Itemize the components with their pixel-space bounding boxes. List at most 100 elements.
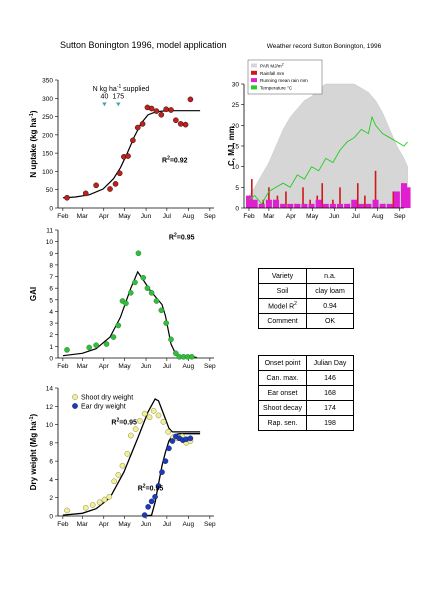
onset-key: Ear onset xyxy=(258,385,307,401)
y-tick-label: 6 xyxy=(49,286,53,293)
info-key: Comment xyxy=(258,313,307,329)
data-point xyxy=(132,279,138,286)
shoot-data-point xyxy=(115,472,122,478)
info-value: 0.94 xyxy=(306,298,354,314)
info-value: clay loam xyxy=(306,283,354,299)
ear-data-point xyxy=(162,458,169,464)
y-tick-label: 350 xyxy=(42,78,53,85)
running-rain-bar xyxy=(315,199,322,208)
y-tick-label: 10 xyxy=(232,164,240,171)
y-tick-label: 2 xyxy=(49,332,53,339)
data-point xyxy=(103,341,110,347)
y-tick-label: 4 xyxy=(49,309,53,316)
running-rain-bar xyxy=(308,203,315,208)
x-tick-label: Mar xyxy=(263,213,275,220)
y-axis-label: C, MJ, mm xyxy=(227,126,236,166)
info-key: Model R2 xyxy=(258,298,307,314)
y-tick-label: 8 xyxy=(49,262,53,269)
running-rain-bar xyxy=(379,203,386,208)
weather-legend-box xyxy=(247,59,323,95)
info-value: OK xyxy=(306,313,354,329)
running-rain-bar xyxy=(251,199,258,208)
legend-label: Temperature °C xyxy=(260,85,293,90)
n-application-marker xyxy=(102,102,107,107)
y-tick-label: 150 xyxy=(42,151,53,158)
rainfall-bar xyxy=(364,195,366,208)
data-point xyxy=(135,250,142,257)
data-point xyxy=(153,298,160,304)
x-tick-label: Aug xyxy=(183,213,195,220)
ear-data-point xyxy=(152,493,158,500)
x-tick-label: Jun xyxy=(141,213,152,220)
running-rain-bar xyxy=(372,199,379,208)
data-point xyxy=(116,170,123,177)
y-tick-label: 10 xyxy=(46,422,54,429)
running-rain-bar xyxy=(258,203,265,208)
data-point xyxy=(153,108,160,114)
running-rain-bar xyxy=(344,203,351,208)
rainfall-bar xyxy=(356,183,359,208)
y-tick-label: 6 xyxy=(49,459,53,466)
data-point xyxy=(123,300,129,307)
shoot-data-point xyxy=(155,412,162,419)
running-rain-bar xyxy=(351,199,358,208)
y-tick-label: 20 xyxy=(232,123,240,130)
running-rain-bar xyxy=(280,203,287,208)
data-point xyxy=(112,181,119,187)
x-tick-label: Jul xyxy=(351,213,360,220)
x-tick-label: Mar xyxy=(77,363,89,370)
page-title: Sutton Bonington 1996, model application xyxy=(60,40,227,50)
x-tick-label: Apr xyxy=(99,521,110,528)
data-point xyxy=(110,334,117,340)
x-tick-label: May xyxy=(306,213,319,220)
table-row: Comment OK xyxy=(258,313,354,329)
y-tick-label: 0 xyxy=(49,356,53,363)
y-tick-label: 4 xyxy=(49,477,53,484)
info-key-sup: 2 xyxy=(294,301,297,308)
y-tick-label: 3 xyxy=(49,321,53,328)
ear-data-point xyxy=(148,498,155,505)
rainfall-bar xyxy=(374,170,377,208)
data-point xyxy=(140,274,147,281)
table-header-row: Onset point Julian Day xyxy=(258,355,354,371)
ear-data-point xyxy=(169,438,176,444)
data-point xyxy=(125,153,131,159)
y-tick-label: 0 xyxy=(235,206,239,213)
x-tick-label: Apr xyxy=(99,213,110,220)
y-tick-label: 0 xyxy=(49,206,53,213)
info-key-text: Model R xyxy=(268,303,295,311)
info-key: Soil xyxy=(258,283,307,299)
running-rain-bar xyxy=(337,203,343,208)
shoot-data-point xyxy=(106,493,113,500)
running-rain-bar xyxy=(365,203,372,208)
y-tick-label: 11 xyxy=(46,228,53,235)
onset-key: Rap. sen. xyxy=(258,415,307,431)
data-point xyxy=(163,320,169,326)
data-point xyxy=(168,107,174,113)
shoot-data-point xyxy=(160,418,167,425)
table-row: Soil clay loam xyxy=(258,283,354,299)
y-tick-label: 14 xyxy=(46,386,54,393)
x-tick-label: May xyxy=(118,363,131,370)
x-tick-label: Jun xyxy=(141,363,152,370)
rainfall-bar xyxy=(285,191,287,208)
data-point xyxy=(107,186,113,192)
info-value: n.a. xyxy=(306,268,354,284)
rainfall-bar xyxy=(392,191,395,208)
legend-label: Shoot dry weight xyxy=(81,395,133,402)
running-rain-bar xyxy=(393,191,400,208)
x-tick-label: Aug xyxy=(183,521,195,528)
model-line xyxy=(62,270,197,358)
r-squared-label: R2=0.95 xyxy=(169,232,195,241)
shoot-data-point xyxy=(127,432,134,439)
shoot-data-point xyxy=(150,408,157,414)
rainfall-bar xyxy=(251,179,253,208)
shoot-data-point xyxy=(119,462,126,469)
y-tick-label: 0 xyxy=(49,514,53,521)
temperature-line xyxy=(248,115,408,205)
x-tick-label: Apr xyxy=(286,213,297,220)
data-point xyxy=(182,121,189,128)
table-row: Model R2 0.94 xyxy=(258,298,354,314)
n-amount-label: 40 xyxy=(101,93,109,100)
